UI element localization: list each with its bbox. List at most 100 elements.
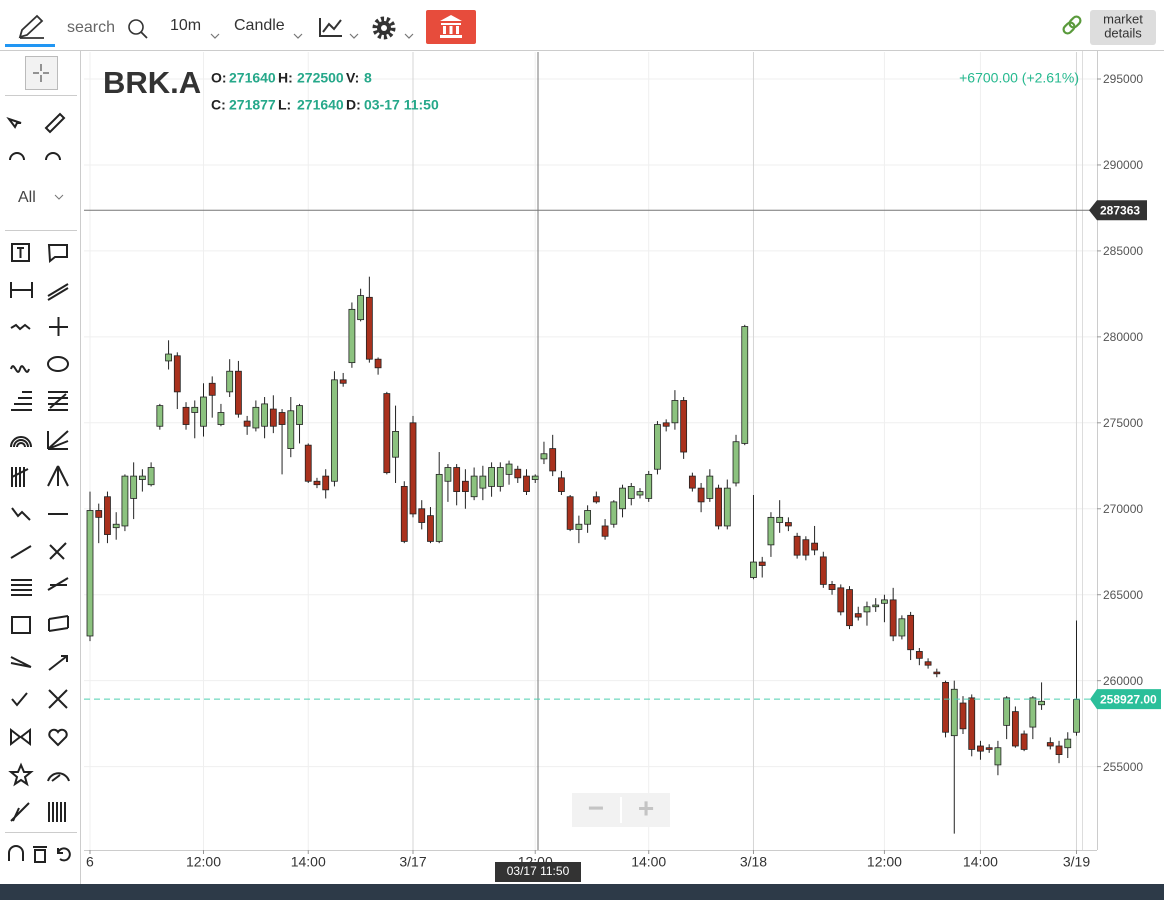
info-label: D:: [346, 97, 361, 113]
link-icon[interactable]: [1062, 15, 1082, 35]
tool-icon[interactable]: [47, 430, 69, 450]
candle-body: [566, 496, 574, 530]
tool-icon[interactable]: [11, 467, 29, 487]
tool-icon[interactable]: [10, 656, 32, 668]
tool-icon[interactable]: [11, 692, 28, 707]
crosshair-time-label: 03/17 11:50: [507, 864, 570, 878]
candle-body: [828, 584, 836, 590]
x-tick-label: 14:00: [963, 854, 998, 870]
last-price-tag: [1090, 689, 1161, 710]
tool-icon[interactable]: [8, 845, 24, 861]
tool-icon[interactable]: [47, 577, 69, 591]
tool-icon[interactable]: [48, 728, 68, 747]
candle-body: [636, 491, 644, 496]
filter-select[interactable]: All: [18, 189, 36, 206]
candle-body: [924, 661, 932, 666]
tool-icon[interactable]: [11, 507, 31, 521]
tool-icon[interactable]: [47, 465, 69, 487]
candle-body: [592, 496, 600, 503]
tool-icon[interactable]: [10, 436, 32, 448]
tool-icon[interactable]: [57, 847, 71, 862]
pencil-button[interactable]: [5, 14, 55, 47]
tool-icon[interactable]: [48, 391, 68, 411]
info-value: 03-17 11:50: [364, 97, 439, 113]
tool-icon[interactable]: [11, 616, 31, 634]
candle-body: [994, 747, 1002, 766]
tool-icon[interactable]: [48, 655, 68, 671]
zoom-in-button[interactable]: +: [638, 792, 654, 823]
zoom-out-button[interactable]: −: [588, 792, 604, 823]
tool-icon[interactable]: [33, 846, 47, 863]
candle-body: [645, 473, 653, 499]
candle-body: [173, 355, 181, 393]
tool-icon[interactable]: [10, 323, 31, 331]
y-tick-label: 275000: [1103, 416, 1143, 430]
tool-icon[interactable]: [47, 283, 69, 301]
tool-icon[interactable]: [48, 615, 69, 632]
indicators-button[interactable]: [319, 18, 342, 37]
tool-icon[interactable]: [49, 317, 68, 336]
chart-type-select[interactable]: Candle: [234, 17, 285, 34]
candle-body: [313, 480, 321, 486]
interval-select[interactable]: 10m: [170, 17, 201, 34]
crosshair-tool[interactable]: [25, 56, 58, 90]
candle-body: [872, 604, 880, 608]
tool-icon[interactable]: [9, 152, 25, 161]
tool-icon[interactable]: [47, 356, 70, 372]
tool-icon[interactable]: [44, 112, 66, 134]
tool-icon[interactable]: [48, 689, 68, 709]
tool-icon[interactable]: [48, 802, 66, 822]
tool-icon[interactable]: [11, 579, 32, 596]
tool-icon[interactable]: [10, 802, 30, 822]
candle-body: [627, 486, 635, 499]
market-details-label[interactable]: details: [1104, 25, 1142, 40]
tool-icon[interactable]: [45, 152, 61, 161]
candle-body: [915, 651, 923, 659]
tool-icon[interactable]: [49, 542, 67, 560]
candle-body: [750, 561, 757, 578]
candle-body: [715, 487, 722, 527]
tool-icon[interactable]: [11, 243, 30, 262]
tool-icon[interactable]: [10, 727, 31, 747]
candle-body: [1029, 697, 1037, 728]
candle-body: [496, 467, 504, 487]
tool-icon[interactable]: [47, 772, 70, 782]
search-icon[interactable]: [128, 19, 148, 39]
candle-body: [392, 431, 399, 458]
y-tick-label: 255000: [1103, 760, 1143, 774]
y-tick-label: 280000: [1103, 330, 1143, 344]
candle-body: [680, 400, 688, 453]
candle-body: [470, 475, 478, 498]
crosshair-time-tag: [495, 862, 581, 882]
settings-button[interactable]: [372, 16, 396, 40]
tool-icon[interactable]: [47, 244, 68, 263]
info-value: 8: [364, 70, 372, 86]
y-tick-label: 265000: [1103, 588, 1143, 602]
tool-icon[interactable]: [10, 545, 32, 559]
tool-icon[interactable]: [10, 282, 33, 298]
market-details-label[interactable]: market: [1103, 11, 1143, 26]
candle-body: [977, 745, 984, 752]
candle-body: [1073, 699, 1080, 733]
candle-body: [671, 400, 679, 424]
x-tick-label: 12:00: [867, 854, 902, 870]
tool-icon[interactable]: [8, 762, 34, 787]
market-details-button[interactable]: [1090, 10, 1156, 45]
candle-body: [741, 326, 749, 444]
candle-body: [252, 406, 260, 429]
candle-body: [86, 510, 94, 637]
candle-body: [968, 697, 976, 750]
tool-icon[interactable]: [6, 117, 22, 129]
candle-body: [147, 467, 155, 486]
bank-button[interactable]: [426, 10, 476, 44]
candle-body: [985, 747, 993, 750]
candle-body: [601, 525, 609, 537]
tool-icon[interactable]: [11, 391, 32, 411]
candle-body: [1003, 697, 1011, 726]
search-input[interactable]: search: [67, 19, 115, 36]
candle-body: [610, 501, 618, 525]
y-tick-label: 290000: [1103, 158, 1143, 172]
grid: [84, 52, 1097, 850]
tool-icon[interactable]: [10, 365, 30, 373]
